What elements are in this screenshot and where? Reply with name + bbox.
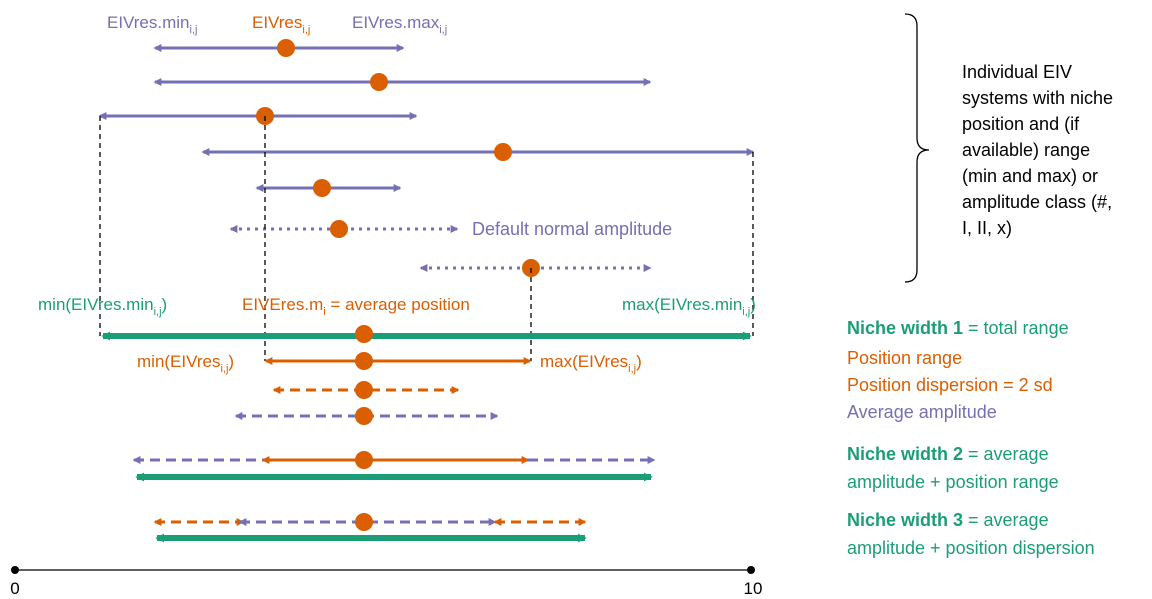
legend-niche-width-3: Niche width 3 = average — [847, 510, 1049, 530]
eiv-position-dot — [313, 179, 331, 197]
label-average-position: EIVEres.mi = average position — [242, 295, 470, 318]
brace-text-line: Individual EIV — [962, 62, 1072, 82]
average-position-dot — [355, 513, 373, 531]
legend-niche-width-3-line2: amplitude + position dispersion — [847, 538, 1095, 558]
legend-niche-width-1: Niche width 1 = total range — [847, 318, 1069, 338]
value-axis: 0 10 — [10, 566, 762, 598]
brace-text-line: systems with niche — [962, 88, 1113, 108]
eiv-system-7 — [419, 259, 652, 277]
label-max-position: max(EIVresi,j) — [540, 352, 642, 375]
position-range-bar — [264, 352, 532, 370]
eiv-system-1 — [153, 39, 405, 57]
label-default-amplitude: Default normal amplitude — [472, 219, 672, 239]
eiv-system-3 — [98, 107, 418, 125]
eiv-system-5 — [255, 179, 402, 197]
average-position-dot — [355, 325, 373, 343]
eiv-system-4 — [201, 143, 755, 161]
label-eiv-min: EIVres.mini,j — [107, 13, 197, 36]
brace-text-line: (min and max) or — [962, 166, 1098, 186]
brace-text-line: I, II, x) — [962, 218, 1012, 238]
label-min-position: min(EIVresi,j) — [137, 352, 234, 375]
label-eiv-max: EIVres.maxi,j — [352, 13, 447, 36]
label-min-total: min(EIVres.mini,j) — [38, 295, 167, 318]
axis-min-dot — [11, 566, 19, 574]
average-amplitude-bar — [234, 407, 499, 425]
brace-text-line: amplitude class (#, — [962, 192, 1112, 212]
position-dispersion-bar — [272, 381, 460, 399]
eiv-system-2 — [153, 73, 652, 91]
eiv-position-dot — [330, 220, 348, 238]
label-max-total: max(EIVres.mini,j) — [622, 295, 756, 318]
average-position-dot — [355, 451, 373, 469]
legend-niche-width-2-line2: amplitude + position range — [847, 472, 1059, 492]
eiv-system-6 — [229, 220, 459, 238]
brace-icon — [904, 13, 930, 283]
label-eiv-position: EIVresi,j — [252, 13, 310, 36]
eiv-position-dot — [277, 39, 295, 57]
axis-min-label: 0 — [10, 579, 19, 598]
eiv-position-dot — [370, 73, 388, 91]
niche-width-3-bars — [153, 513, 587, 543]
niche-width-2-bars — [132, 451, 656, 482]
average-position-dot — [355, 381, 373, 399]
legend-average-amplitude: Average amplitude — [847, 402, 997, 422]
guide-lines — [99, 116, 754, 361]
eiv-position-dot — [494, 143, 512, 161]
axis-max-dot — [747, 566, 755, 574]
legend-position-range: Position range — [847, 348, 962, 368]
legend: Niche width 1 = total range Position ran… — [847, 318, 1095, 558]
brace-text-line: available) range — [962, 140, 1090, 160]
average-position-dot — [355, 407, 373, 425]
legend-niche-width-2: Niche width 2 = average — [847, 444, 1049, 464]
niche-width-1-bar — [101, 325, 752, 343]
brace-description: Individual EIV systems with niche positi… — [962, 62, 1113, 238]
axis-max-label: 10 — [744, 579, 763, 598]
brace-text-line: position and (if — [962, 114, 1080, 134]
average-position-dot — [355, 352, 373, 370]
legend-position-dispersion: Position dispersion = 2 sd — [847, 375, 1053, 395]
